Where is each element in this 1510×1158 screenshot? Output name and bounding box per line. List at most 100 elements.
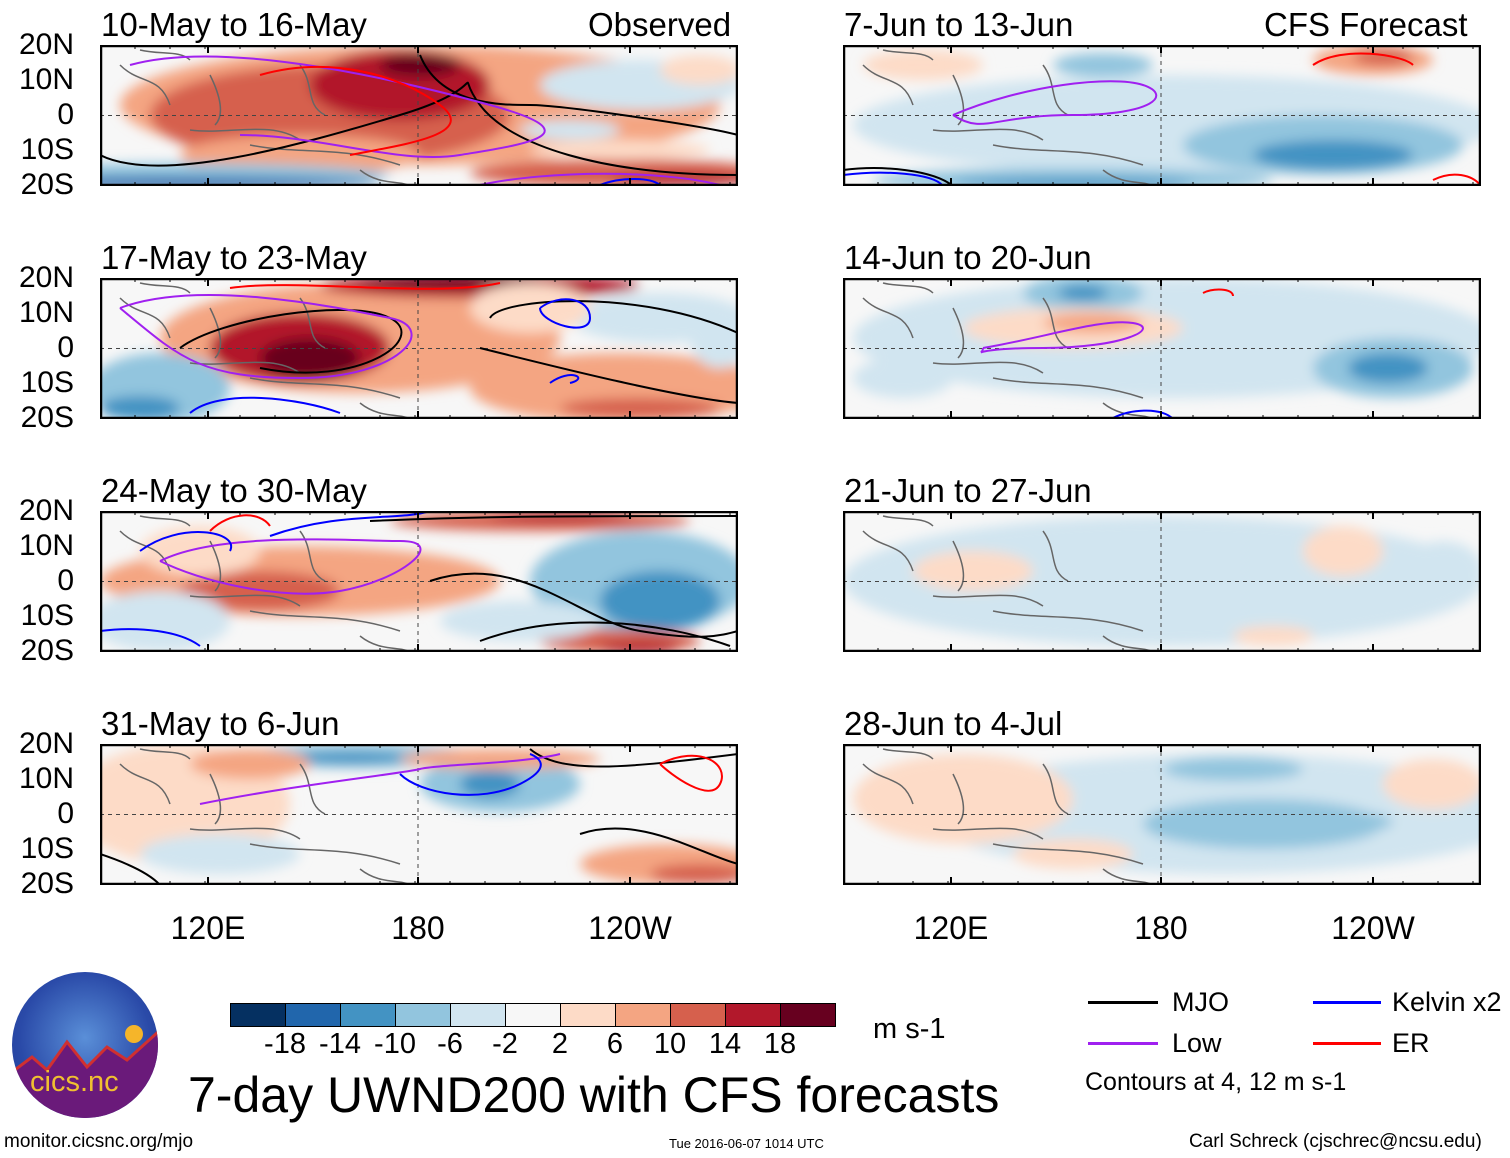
anomaly-region (100, 591, 230, 651)
map-panel-observed-3 (100, 511, 738, 652)
lat-label: 20N (18, 727, 74, 760)
lat-label: 0 (57, 331, 74, 364)
contour (1112, 409, 1174, 419)
anomaly-region (530, 140, 710, 160)
contour (209, 514, 271, 532)
panel-title: 7-Jun to 13-Jun (844, 6, 1074, 43)
contour (549, 374, 580, 384)
map-panel-forecast-1 (843, 45, 1481, 186)
map-panel-observed-2 (100, 278, 738, 419)
map-panel-observed-1 (100, 45, 738, 186)
coastlines (862, 49, 1154, 186)
contour (229, 282, 501, 290)
colorbar-swatch (286, 1004, 341, 1026)
anomaly-region (660, 55, 738, 85)
anomaly-region (1043, 313, 1143, 333)
panel-title: 21-Jun to 27-Jun (844, 472, 1092, 509)
footer-credit: Carl Schreck (cjschrec@ncsu.edu) (1189, 1131, 1482, 1152)
anomaly-region (140, 526, 260, 576)
colorbar-tick: -10 (374, 1028, 416, 1060)
colorbar-tick: -2 (492, 1028, 518, 1060)
lon-label: 120W (1331, 910, 1415, 946)
lat-label: 20S (20, 168, 74, 201)
colorbar-swatch (671, 1004, 726, 1026)
coastlines (862, 282, 1154, 419)
coastlines (119, 515, 411, 652)
contour-note: Contours at 4, 12 m s-1 (1085, 1068, 1347, 1096)
contour (189, 396, 341, 414)
legend-mjo-line (1088, 1001, 1158, 1004)
map-panel-forecast-4 (843, 744, 1481, 885)
contour (100, 853, 161, 885)
panel-title: 10-May to 16-May (101, 6, 367, 43)
contour (843, 167, 954, 186)
lat-label: 20S (20, 867, 74, 900)
contour (979, 321, 1144, 354)
lat-label: 20N (18, 261, 74, 294)
contour (429, 572, 738, 638)
anomaly-region (400, 749, 600, 769)
anomaly-region (690, 308, 738, 368)
contour (1312, 52, 1414, 66)
lat-label: 10S (20, 133, 74, 166)
anomaly-region (1253, 140, 1413, 170)
lat-label: 10N (18, 762, 74, 795)
colorbar-swatch (726, 1004, 781, 1026)
lon-label: 180 (391, 910, 445, 946)
colorbar-tick: 2 (551, 1028, 569, 1060)
anomaly-region (1273, 810, 1393, 834)
anomaly-region (1348, 353, 1428, 383)
lon-label: 120E (170, 910, 246, 946)
colorbar-tick: 10 (653, 1028, 687, 1060)
observed-label: Observed (588, 6, 732, 43)
map-panel-observed-4 (100, 744, 738, 885)
footer-url[interactable]: monitor.cicsnc.org/mjo (4, 1131, 194, 1152)
lat-label: 20N (18, 494, 74, 527)
colorbar-tick: 18 (763, 1028, 797, 1060)
coastlines (119, 282, 411, 419)
legend-er: ER (1392, 1028, 1430, 1058)
colorbar-swatch (506, 1004, 561, 1026)
logo-text: cics.nc (30, 1066, 119, 1098)
contour (479, 172, 721, 186)
coastlines (119, 49, 411, 186)
colorbar (230, 1003, 836, 1027)
anomaly-region (440, 601, 600, 641)
colorbar-swatch (396, 1004, 451, 1026)
panel-title: 17-May to 23-May (101, 239, 367, 276)
anomaly-region (853, 358, 953, 398)
anomaly-region (470, 283, 590, 333)
lat-label: 10N (18, 529, 74, 562)
map-panel-forecast-3 (843, 511, 1481, 652)
legend-low: Low (1172, 1028, 1222, 1058)
contour (843, 171, 944, 186)
contour (159, 538, 422, 595)
lon-label: 120W (588, 910, 672, 946)
legend-low-line (1088, 1042, 1158, 1045)
lat-label: 10N (18, 63, 74, 96)
colorbar-swatch (231, 1004, 286, 1026)
colorbar-tick: 6 (606, 1028, 624, 1060)
contour (1432, 173, 1481, 186)
contour (1202, 288, 1234, 297)
contour (539, 298, 592, 329)
contour (199, 753, 561, 805)
colorbar-swatch (561, 1004, 616, 1026)
contour (119, 294, 413, 380)
coastlines (862, 515, 1154, 652)
colorbar-tick: 14 (708, 1028, 742, 1060)
legend-kelvin-line (1313, 1001, 1381, 1004)
contour (599, 178, 661, 186)
colorbar-tick: -6 (437, 1028, 463, 1060)
legend-kelvin: Kelvin x2 (1392, 987, 1502, 1017)
panel-title: 24-May to 30-May (101, 472, 367, 509)
colorbar-swatch (781, 1004, 835, 1026)
anomaly-region (1403, 541, 1481, 601)
lat-label: 10S (20, 832, 74, 865)
anomaly-region (190, 749, 310, 779)
lat-label: 0 (57, 797, 74, 830)
anomaly-region (140, 834, 300, 874)
contour (139, 531, 233, 552)
colorbar-swatch (451, 1004, 506, 1026)
